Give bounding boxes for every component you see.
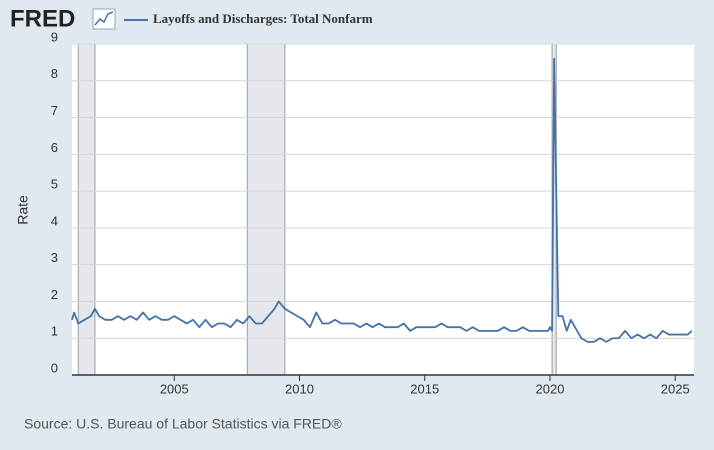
y-tick-label: 5 bbox=[51, 177, 58, 192]
recession-shade bbox=[246, 43, 286, 376]
x-tick-label: 2020 bbox=[536, 381, 565, 396]
x-tick-label: 2010 bbox=[285, 381, 314, 396]
logo: FRED bbox=[10, 5, 75, 32]
plot-area bbox=[72, 44, 694, 375]
x-tick-label: 2025 bbox=[661, 381, 690, 396]
x-tick-label: 2005 bbox=[160, 381, 189, 396]
y-tick-label: 4 bbox=[51, 213, 58, 228]
y-tick-label: 8 bbox=[51, 66, 58, 81]
y-tick-label: 1 bbox=[51, 324, 58, 339]
legend-label: Layoffs and Discharges: Total Nonfarm bbox=[153, 11, 373, 26]
y-tick-label: 7 bbox=[51, 103, 58, 118]
y-tick-label: 2 bbox=[51, 287, 58, 302]
data-line bbox=[71, 57, 693, 343]
y-tick-label: 9 bbox=[51, 29, 58, 44]
x-tick-label: 2015 bbox=[410, 381, 439, 396]
recession-band bbox=[77, 43, 96, 376]
y-axis-label: Rate bbox=[15, 195, 31, 225]
recession-band bbox=[246, 43, 286, 376]
source-note: Source: U.S. Bureau of Labor Statistics … bbox=[24, 416, 342, 432]
y-tick-label: 3 bbox=[51, 250, 58, 265]
y-tick-label: 6 bbox=[51, 140, 58, 155]
y-tick-label: 0 bbox=[51, 360, 58, 375]
logo-icon bbox=[92, 8, 116, 30]
recession-shade bbox=[77, 43, 96, 376]
